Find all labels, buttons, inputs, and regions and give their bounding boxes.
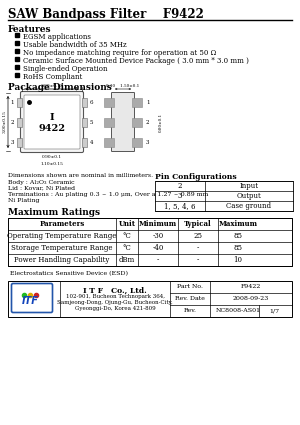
Text: Package Dimensions: Package Dimensions — [8, 83, 112, 92]
Bar — [82, 117, 87, 127]
Text: 1.10±0.15: 1.10±0.15 — [40, 162, 63, 166]
Text: 6: 6 — [90, 99, 94, 105]
Bar — [8, 218, 292, 266]
FancyBboxPatch shape — [11, 283, 52, 312]
Text: Operating Temperature Range: Operating Temperature Range — [7, 232, 117, 240]
Text: Maximum: Maximum — [218, 220, 257, 228]
Text: 0.90±0.1: 0.90±0.1 — [42, 155, 62, 159]
Text: ITF: ITF — [22, 296, 38, 306]
Text: 1: 1 — [11, 99, 14, 105]
Text: Ni Plating: Ni Plating — [8, 198, 40, 203]
Text: 0.80±0.1: 0.80±0.1 — [159, 113, 163, 132]
Text: I T F   Co., Ltd.: I T F Co., Ltd. — [83, 287, 147, 295]
Text: Output: Output — [237, 192, 261, 200]
Text: Usable bandwidth of 35 MHz: Usable bandwidth of 35 MHz — [23, 41, 127, 49]
Bar — [104, 117, 114, 127]
Bar — [82, 138, 87, 147]
Text: Case ground: Case ground — [226, 202, 272, 210]
Text: Rev.: Rev. — [184, 309, 196, 314]
Text: 4: 4 — [90, 139, 94, 144]
Text: Terminations : Au plating 0.3 ~ 1.0 μm, Over a 1.27 ~ 0.89 mm: Terminations : Au plating 0.3 ~ 1.0 μm, … — [8, 192, 208, 197]
Bar — [17, 138, 22, 147]
FancyBboxPatch shape — [24, 95, 80, 149]
Bar — [17, 117, 22, 127]
Text: Storage Temperature Range: Storage Temperature Range — [11, 244, 113, 252]
Text: Part No.: Part No. — [177, 284, 203, 289]
Text: F9422: F9422 — [241, 284, 261, 289]
Bar — [132, 97, 142, 107]
Text: 3: 3 — [11, 139, 14, 144]
Text: Dimensions shown are nominal in millimeters.: Dimensions shown are nominal in millimet… — [8, 173, 153, 178]
Text: Gyeonggi-Do, Korea 421-809: Gyeonggi-Do, Korea 421-809 — [75, 306, 155, 311]
FancyBboxPatch shape — [20, 91, 83, 153]
Text: -: - — [197, 244, 199, 252]
Text: Typical: Typical — [184, 220, 212, 228]
Text: 1/7: 1/7 — [269, 309, 279, 314]
Text: Pin Configurations: Pin Configurations — [155, 173, 237, 181]
Text: NC8008-AS01: NC8008-AS01 — [216, 309, 261, 314]
Text: 85: 85 — [233, 244, 242, 252]
Text: Minimum: Minimum — [139, 220, 177, 228]
Text: 102-901, Bucheon Technopark 364,: 102-901, Bucheon Technopark 364, — [65, 294, 164, 299]
Text: 2008-09-23: 2008-09-23 — [233, 297, 269, 301]
Text: -40: -40 — [152, 244, 164, 252]
Bar — [104, 97, 114, 107]
Text: 1: 1 — [146, 99, 149, 105]
Text: Features: Features — [8, 25, 52, 34]
Bar — [17, 97, 22, 107]
Text: SAW Bandpass Filter    F9422: SAW Bandpass Filter F9422 — [8, 8, 204, 21]
Text: Ceramic Surface Mounted Device Package ( 3.0 mm * 3.0 mm ): Ceramic Surface Mounted Device Package (… — [23, 57, 249, 65]
Text: No impedance matching require for operation at 50 Ω: No impedance matching require for operat… — [23, 49, 216, 57]
Text: 10: 10 — [233, 256, 242, 264]
Text: Unit: Unit — [118, 220, 136, 228]
Text: dBm: dBm — [119, 256, 135, 264]
Text: Power Handling Capability: Power Handling Capability — [14, 256, 110, 264]
Text: -: - — [197, 256, 199, 264]
Bar — [8, 281, 292, 317]
Bar — [132, 117, 142, 127]
Text: 2: 2 — [178, 182, 182, 190]
Text: 3: 3 — [178, 192, 182, 200]
Text: 3.00±0.15: 3.00±0.15 — [40, 84, 63, 88]
Text: Lid : Kovar, Ni Plated: Lid : Kovar, Ni Plated — [8, 186, 75, 191]
Text: 25: 25 — [194, 232, 202, 240]
Text: Parameters: Parameters — [39, 220, 85, 228]
Text: 0.10    1.50±0.1: 0.10 1.50±0.1 — [106, 84, 140, 88]
Bar — [104, 138, 114, 147]
Text: Electrostatics Sensitive Device (ESD): Electrostatics Sensitive Device (ESD) — [10, 271, 128, 276]
Text: -30: -30 — [152, 232, 164, 240]
Text: Maximum Ratings: Maximum Ratings — [8, 208, 100, 217]
Text: Samjeong-Dong, Ojung-Gu, Bucheon-City,: Samjeong-Dong, Ojung-Gu, Bucheon-City, — [57, 300, 173, 305]
Text: 85: 85 — [233, 232, 242, 240]
Text: °C: °C — [123, 244, 131, 252]
Text: Body : Al₂O₃ Ceramic: Body : Al₂O₃ Ceramic — [8, 180, 75, 185]
Bar — [82, 97, 87, 107]
Text: 9422: 9422 — [38, 124, 65, 133]
Bar — [132, 138, 142, 147]
Text: 1, 5, 4, 6: 1, 5, 4, 6 — [164, 202, 196, 210]
FancyBboxPatch shape — [112, 93, 134, 151]
Text: EGSM applications: EGSM applications — [23, 33, 91, 41]
Text: 2: 2 — [11, 119, 14, 125]
Text: 5: 5 — [90, 119, 94, 125]
Text: RoHS Compliant: RoHS Compliant — [23, 73, 82, 81]
Text: Single-ended Operation: Single-ended Operation — [23, 65, 107, 73]
Bar — [155, 181, 293, 211]
Text: Rev. Date: Rev. Date — [175, 297, 205, 301]
Text: 3.00±0.15: 3.00±0.15 — [3, 110, 7, 133]
Text: °C: °C — [123, 232, 131, 240]
Text: 2: 2 — [146, 119, 149, 125]
Text: 3: 3 — [146, 139, 149, 144]
Text: -: - — [157, 256, 159, 264]
Text: Input: Input — [239, 182, 259, 190]
Text: I: I — [50, 113, 54, 122]
